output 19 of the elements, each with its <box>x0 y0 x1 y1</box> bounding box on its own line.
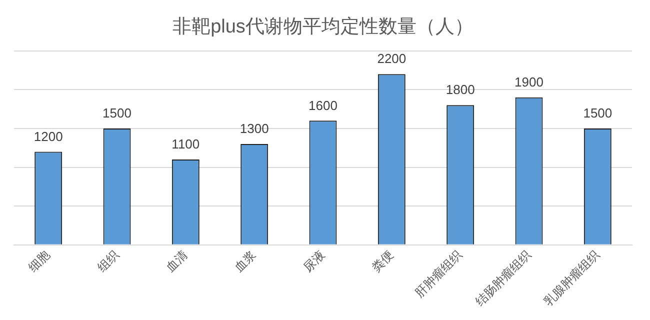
data-label: 1100 <box>172 136 200 152</box>
x-tick-label: 血清 <box>163 248 190 274</box>
x-tick-label: 粪便 <box>369 248 396 274</box>
data-label: 1800 <box>446 82 475 98</box>
data-label: 2200 <box>377 51 406 66</box>
x-tick-label: 肝肿瘤组织 <box>412 248 465 300</box>
data-label: 1500 <box>102 106 132 121</box>
data-label: 1900 <box>514 74 544 90</box>
x-tick-label: 细胞 <box>26 248 53 274</box>
x-tick-label: 乳腺肿瘤组织 <box>541 248 602 308</box>
data-label: 1600 <box>308 98 338 113</box>
x-tick-label: 结肠肿瘤组织 <box>472 248 534 308</box>
x-tick-label: 组织 <box>94 248 122 274</box>
x-tick-label: 血浆 <box>232 248 259 274</box>
chart-title: 非靶plus代谢物平均定性数量（人） <box>172 16 474 38</box>
data-label: 1200 <box>34 128 63 144</box>
data-label: 1500 <box>583 106 612 121</box>
data-label: 1300 <box>240 121 269 136</box>
x-tick-label: 尿液 <box>300 248 328 274</box>
